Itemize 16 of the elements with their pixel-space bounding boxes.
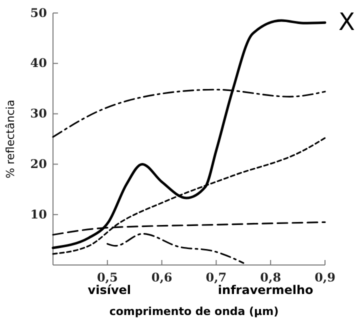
- x-tick-label: 0,7: [206, 270, 227, 285]
- y-axis-title: % reflectância: [4, 100, 17, 178]
- text: infravermelho: [218, 283, 314, 297]
- y-tick-label: 30: [30, 106, 47, 121]
- x-tick-label: 0,5: [96, 270, 118, 285]
- text: X: [338, 8, 355, 36]
- y-tick-label: 40: [30, 56, 47, 70]
- x-tick-label: 0,8: [260, 270, 282, 285]
- y-tick-label: 50: [30, 6, 47, 20]
- text: visível: [88, 283, 132, 297]
- x-axis-title: comprimento de onda (μm): [109, 305, 279, 318]
- x-tick-label: 0,9: [314, 270, 336, 285]
- y-tick-label: 20: [30, 157, 47, 172]
- line-series: [106, 232, 244, 264]
- x-tick-label: 0,6: [151, 270, 172, 285]
- y-tick-label: 10: [30, 207, 47, 222]
